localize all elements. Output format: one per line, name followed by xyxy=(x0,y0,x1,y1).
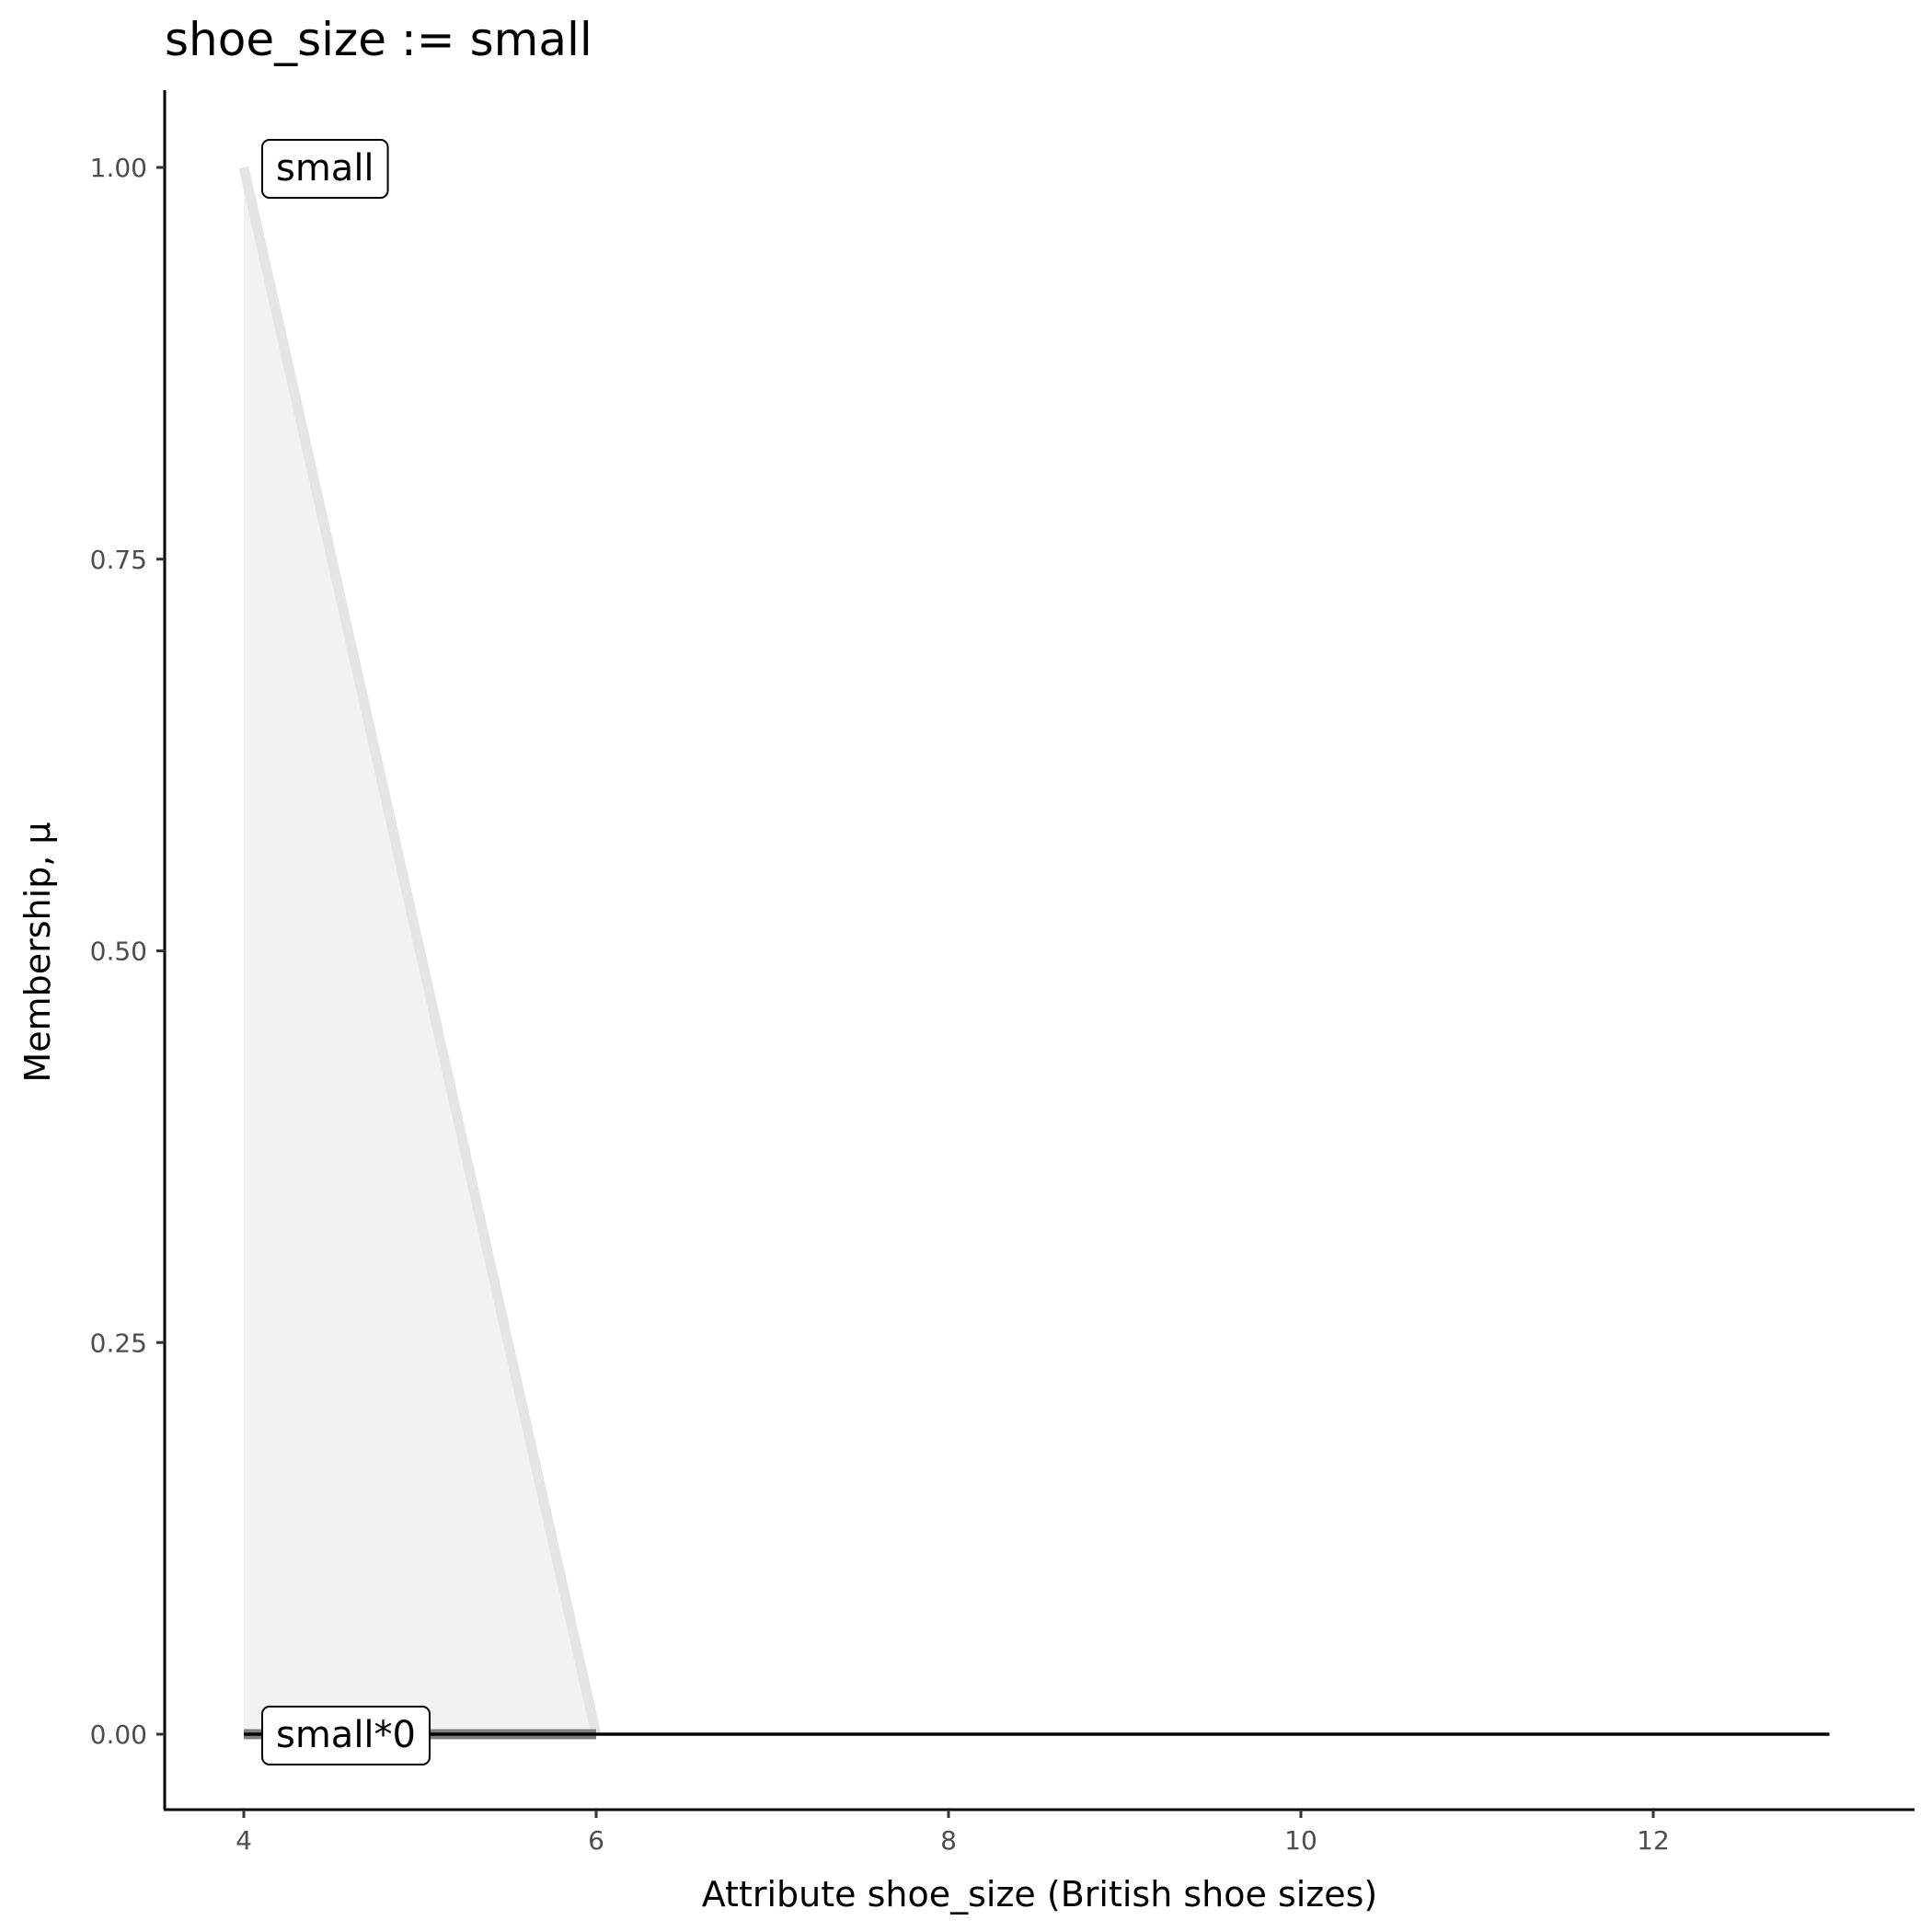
annotation-text: small*0 xyxy=(276,1714,416,1756)
y-axis-title: Membership, μ xyxy=(17,822,58,1082)
x-tick-label: 4 xyxy=(236,1825,252,1856)
x-axis-ticks: 4 6 8 10 12 xyxy=(236,1810,1670,1856)
x-axis-title: Attribute shoe_size (British shoe sizes) xyxy=(702,1874,1378,1915)
y-tick-label: 1.00 xyxy=(90,153,147,183)
annotation-label: small*0 xyxy=(261,1706,431,1765)
chart-title: shoe_size := small xyxy=(165,13,592,66)
y-axis-ticks: 0.00 0.25 0.50 0.75 1.00 xyxy=(90,153,165,1750)
annotation-box xyxy=(261,139,389,199)
y-tick-label: 0.75 xyxy=(90,545,147,575)
x-tick-label: 6 xyxy=(588,1825,604,1856)
y-tick-label: 0.50 xyxy=(90,937,147,967)
annotation-label: small xyxy=(261,139,389,199)
x-tick-label: 10 xyxy=(1284,1825,1317,1856)
plot-area: small small*0 xyxy=(238,139,1830,1765)
annotation-box xyxy=(261,1706,431,1765)
y-tick-label: 0.00 xyxy=(90,1719,147,1750)
y-tick-label: 0.25 xyxy=(90,1328,147,1358)
x-tick-label: 8 xyxy=(940,1825,957,1856)
annotation-text: small xyxy=(276,147,374,190)
small-line xyxy=(238,166,602,1736)
x-tick-label: 12 xyxy=(1637,1825,1670,1856)
